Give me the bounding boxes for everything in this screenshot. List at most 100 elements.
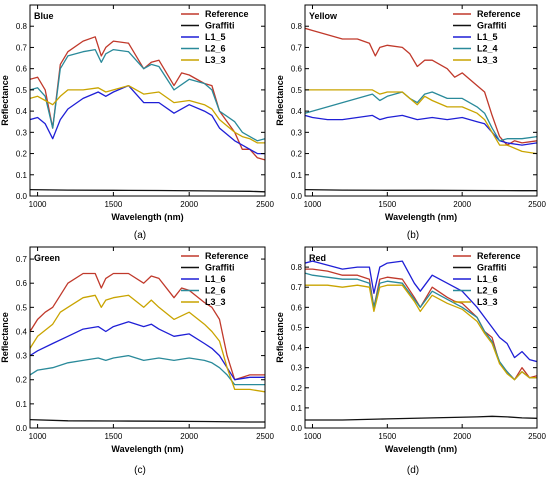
x-tick-label: 2500 (256, 432, 274, 441)
y-axis-label: Reflectance (275, 312, 285, 363)
panel-title: Green (34, 253, 60, 263)
x-tick-label: 1500 (104, 432, 122, 441)
y-tick-label: 0.8 (16, 22, 28, 31)
legend-label-reference: Reference (205, 9, 249, 19)
x-tick-label: 2000 (453, 200, 471, 209)
y-tick-label: 0.7 (16, 255, 28, 264)
legend-label-l1-5: L1_5 (205, 32, 226, 42)
legend-label-reference: Reference (477, 251, 521, 261)
panel-title: Blue (34, 11, 54, 21)
x-tick-label: 1500 (378, 200, 396, 209)
y-axis-label: Reflectance (0, 75, 10, 126)
y-tick-label: 0.7 (16, 43, 28, 52)
y-axis-label: Reflectance (275, 75, 285, 126)
y-tick-label: 0.3 (291, 364, 303, 373)
series-line-l3-3 (30, 84, 265, 144)
panel-title: Yellow (309, 11, 338, 21)
legend-label-l1-6: L1_6 (205, 274, 226, 284)
series-line-graffiti (30, 188, 265, 193)
y-tick-label: 0.4 (291, 344, 303, 353)
y-tick-label: 0.8 (291, 263, 303, 272)
legend-label-reference: Reference (477, 9, 521, 19)
y-tick-label: 0.6 (16, 65, 28, 74)
x-tick-label: 2000 (180, 200, 198, 209)
y-tick-label: 0.5 (291, 86, 303, 95)
chart-panel-blue: 0.0 0.1 0.2 0.3 0.4 0.5 0.6 0.7 0.8 1000 1500 2000 2… (0, 4, 274, 241)
x-tick-label: 1000 (304, 432, 322, 441)
y-tick-label: 0.0 (16, 192, 28, 201)
series-line-graffiti (305, 188, 537, 192)
y-tick-label: 0.2 (16, 150, 28, 159)
y-tick-label: 0.7 (291, 43, 303, 52)
series-line-l3-3 (30, 294, 265, 393)
legend-label-graffiti: Graffiti (477, 263, 507, 273)
y-tick-label: 0.4 (16, 327, 28, 336)
series-line-reference (305, 27, 537, 146)
panel-caption: (c) (134, 465, 146, 476)
legend-label-l2-4: L2_4 (477, 44, 498, 54)
y-tick-label: 0.1 (291, 404, 303, 413)
y-tick-label: 0.6 (291, 65, 303, 74)
legend-label-l2-6: L2_6 (205, 286, 226, 296)
x-tick-label: 1500 (104, 200, 122, 209)
series-line-reference (30, 272, 265, 381)
legend-label-l2-6: L2_6 (477, 286, 498, 296)
y-tick-label: 0.2 (291, 150, 303, 159)
y-tick-label: 0.6 (16, 279, 28, 288)
x-tick-label: 1000 (29, 200, 47, 209)
series-line-reference (30, 36, 265, 161)
series-line-l2-6 (30, 354, 265, 386)
y-tick-label: 0.7 (291, 283, 303, 292)
series-line-l1-6 (30, 321, 265, 381)
y-tick-label: 0.3 (291, 128, 303, 137)
series-line-l1-6 (305, 260, 537, 363)
y-tick-label: 0.6 (291, 303, 303, 312)
y-tick-label: 0.1 (16, 400, 28, 409)
x-tick-label: 2500 (528, 432, 546, 441)
legend-label-reference: Reference (205, 251, 249, 261)
y-tick-label: 0.3 (16, 128, 28, 137)
plot-frame (304, 4, 538, 197)
y-tick-label: 0.0 (16, 424, 28, 433)
y-tick-label: 0.2 (16, 376, 28, 385)
y-tick-label: 0.8 (291, 22, 303, 31)
x-tick-label: 2000 (453, 432, 471, 441)
legend-label-l3-3: L3_3 (477, 55, 498, 65)
y-tick-label: 0.2 (291, 384, 303, 393)
legend-label-l2-6: L2_6 (205, 44, 226, 54)
y-tick-label: 0.3 (16, 352, 28, 361)
y-tick-label: 0.0 (291, 424, 303, 433)
y-axis-label: Reflectance (0, 312, 10, 363)
x-tick-label: 2500 (528, 200, 546, 209)
x-axis-label: Wavelength (nm) (111, 444, 183, 454)
plot-frame (29, 246, 266, 429)
legend-label-graffiti: Graffiti (205, 263, 235, 273)
plot-frame (29, 4, 266, 197)
y-tick-label: 0.5 (291, 323, 303, 332)
y-tick-label: 0.4 (16, 107, 28, 116)
x-tick-label: 2000 (180, 432, 198, 441)
series-line-l2-6 (305, 272, 537, 381)
chart-panel-green: 0.0 0.1 0.2 0.3 0.4 0.5 0.6 0.7 1000 1500 2000 2500… (0, 246, 274, 476)
chart-panel-yellow: 0.0 0.1 0.2 0.3 0.4 0.5 0.6 0.7 0.8 1000 1500 2000 2… (275, 4, 546, 241)
x-axis-label: Wavelength (nm) (385, 212, 457, 222)
legend-label-graffiti: Graffiti (205, 21, 235, 31)
panel-caption: (d) (407, 465, 419, 476)
x-tick-label: 2500 (256, 200, 274, 209)
x-axis-label: Wavelength (nm) (111, 212, 183, 222)
panel-caption: (b) (407, 230, 419, 241)
y-tick-label: 0.4 (291, 107, 303, 116)
series-line-l3-3 (305, 284, 537, 381)
legend-label-l3-3: L3_3 (205, 297, 226, 307)
series-line-graffiti (30, 418, 265, 423)
series-line-l1-5 (30, 84, 265, 155)
y-tick-label: 0.5 (16, 303, 28, 312)
panel-title: Red (309, 253, 326, 263)
series-line-l2-4 (305, 91, 537, 142)
y-tick-label: 0.5 (16, 86, 28, 95)
series-line-reference (305, 268, 537, 381)
